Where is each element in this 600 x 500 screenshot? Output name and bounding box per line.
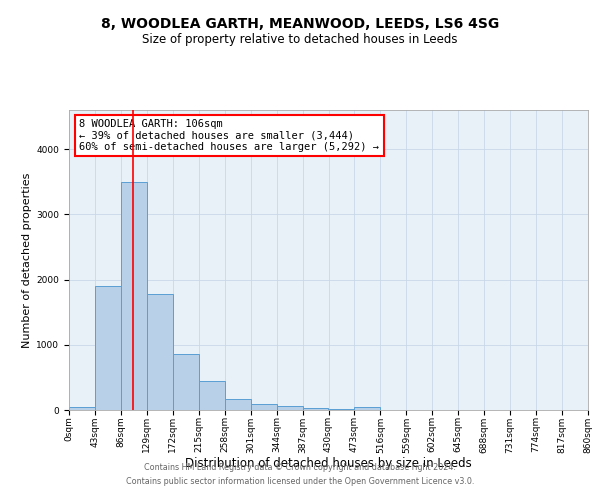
- Text: Size of property relative to detached houses in Leeds: Size of property relative to detached ho…: [142, 32, 458, 46]
- Bar: [251, 404, 277, 410]
- Bar: [199, 380, 224, 410]
- Bar: [121, 182, 147, 410]
- Bar: [95, 286, 121, 410]
- X-axis label: Distribution of detached houses by size in Leeds: Distribution of detached houses by size …: [185, 457, 472, 470]
- Bar: [173, 354, 199, 410]
- Text: Contains public sector information licensed under the Open Government Licence v3: Contains public sector information licen…: [126, 477, 474, 486]
- Text: 8, WOODLEA GARTH, MEANWOOD, LEEDS, LS6 4SG: 8, WOODLEA GARTH, MEANWOOD, LEEDS, LS6 4…: [101, 18, 499, 32]
- Bar: [277, 406, 302, 410]
- Text: Contains HM Land Registry data © Crown copyright and database right 2024.: Contains HM Land Registry data © Crown c…: [144, 464, 456, 472]
- Bar: [302, 408, 329, 410]
- Y-axis label: Number of detached properties: Number of detached properties: [22, 172, 32, 348]
- Bar: [329, 408, 355, 410]
- Bar: [147, 294, 173, 410]
- Text: 8 WOODLEA GARTH: 106sqm
← 39% of detached houses are smaller (3,444)
60% of semi: 8 WOODLEA GARTH: 106sqm ← 39% of detache…: [79, 119, 379, 152]
- Bar: [69, 406, 95, 410]
- Bar: [355, 406, 380, 410]
- Bar: [224, 398, 251, 410]
